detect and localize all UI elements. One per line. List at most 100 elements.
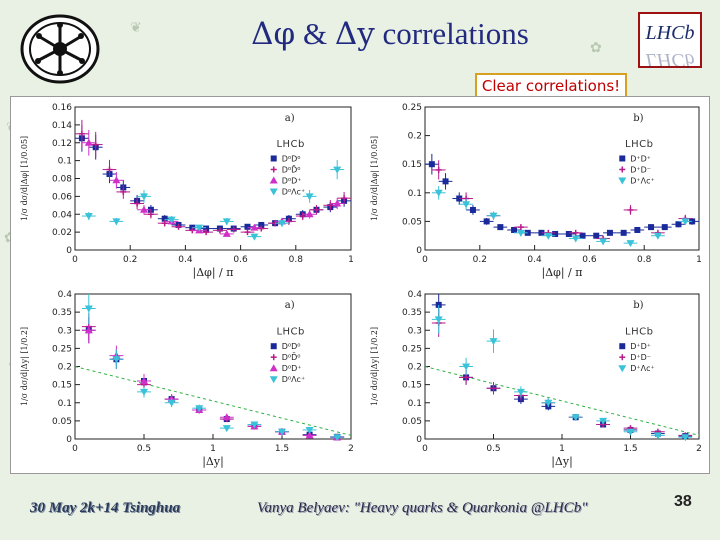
brand-label: LHCb <box>625 139 653 150</box>
y-tick-label: 0.3 <box>58 326 72 336</box>
y-tick-label: 0.05 <box>402 417 422 427</box>
y-tick-label: 0.35 <box>52 308 72 318</box>
x-axis-label: |Δy| <box>202 455 224 469</box>
x-tick-label: 2 <box>348 444 354 454</box>
legend-marker <box>270 155 277 162</box>
title-text: correlations <box>374 16 529 51</box>
y-tick-label: 0.15 <box>52 381 72 391</box>
series-triangle-down <box>81 159 345 241</box>
data-point <box>653 432 662 440</box>
data-point <box>244 229 251 236</box>
data-point <box>434 316 443 324</box>
data-point <box>462 363 471 371</box>
y-tick-label: 0.1 <box>408 189 422 199</box>
data-point <box>469 206 476 213</box>
legend-marker <box>618 177 627 185</box>
data-point <box>278 220 286 228</box>
data-point <box>517 224 524 231</box>
data-point <box>627 206 634 213</box>
data-point <box>497 224 504 231</box>
title-ampersand: & <box>295 16 335 51</box>
x-axis-label: |Δy| <box>551 455 573 469</box>
data-point <box>579 232 586 239</box>
data-point <box>648 224 655 231</box>
data-point <box>626 240 635 248</box>
x-axis-label: |Δφ| / π <box>193 266 234 280</box>
title-delta-y: Δy <box>334 16 375 52</box>
legend-label: D⁰Λc⁺ <box>282 375 305 384</box>
panel-tag: b) <box>633 113 643 124</box>
plots-container: 0 0.2 0.4 0.6 0.8 1 0 0.02 0.04 0.06 0.08 0.1 0.12 0.… <box>10 96 710 474</box>
panel-tag: b) <box>633 300 643 311</box>
y-axis-label: 1/σ dσ/d|Δφ| [1/0.05] <box>370 136 379 221</box>
footer-date: 30 May 2k+14 Tsinghua <box>30 500 181 516</box>
data-point <box>341 195 348 202</box>
x-tick-label: 0.2 <box>123 255 137 265</box>
x-tick-label: 1.5 <box>623 444 637 454</box>
legend-label: D⁰Λc⁺ <box>282 187 305 196</box>
data-point <box>489 212 498 220</box>
institute-emblem-logo <box>20 14 100 84</box>
legend-label: D⁺D⁻ <box>630 353 651 362</box>
data-point <box>222 413 231 421</box>
data-point <box>463 374 470 381</box>
data-point <box>175 223 182 230</box>
panel-a-delta-y: 0 0.5 1 1.5 2 0 0.05 0.1 0.15 0.2 0.25 0.3 0.35 0.4 |Δ… <box>20 290 354 469</box>
y-tick-label: 0 <box>66 435 72 445</box>
x-tick-label: 0 <box>422 444 428 454</box>
data-point <box>216 227 223 234</box>
data-point <box>140 205 148 213</box>
data-point <box>278 428 286 436</box>
data-point <box>195 405 204 413</box>
x-axis-label: |Δφ| / π <box>542 266 583 280</box>
y-tick-label: 0.05 <box>52 417 72 427</box>
data-point <box>84 138 93 146</box>
panel-tag: a) <box>285 113 295 124</box>
fit-line <box>424 366 700 436</box>
data-point <box>490 385 497 392</box>
data-point <box>140 377 148 384</box>
y-tick-label: 0.25 <box>52 344 72 354</box>
x-tick-label: 0.5 <box>137 444 151 454</box>
panel-a-delta-phi: 0 0.2 0.4 0.6 0.8 1 0 0.02 0.04 0.06 0.08 0.1 0.12 0.… <box>20 103 354 280</box>
data-point <box>572 229 579 236</box>
legend-marker <box>269 188 278 196</box>
y-tick-label: 0.16 <box>52 103 72 113</box>
data-point <box>250 233 259 241</box>
y-tick-label: 0.3 <box>408 326 422 336</box>
brand-label: LHCb <box>276 139 304 150</box>
legend-label: D⁰D̄⁰ <box>282 164 301 174</box>
data-point <box>544 399 553 407</box>
y-tick-label: 0.2 <box>58 363 72 373</box>
data-point <box>250 421 259 429</box>
data-point <box>626 428 635 436</box>
data-point <box>544 232 553 240</box>
data-point <box>516 229 525 237</box>
x-tick-label: 0.2 <box>473 255 487 265</box>
data-point <box>681 434 690 442</box>
y-axis-label: 1/σ dσ/d|Δφ| [1/0.05] <box>20 136 29 221</box>
y-axis-label: 1/σ dσ/d|Δy| [1/0.2] <box>20 327 29 406</box>
data-point <box>620 229 627 236</box>
data-point <box>571 414 580 422</box>
y-tick-label: 0.08 <box>52 175 72 185</box>
data-point <box>167 399 176 407</box>
y-tick-label: 0.1 <box>58 157 72 167</box>
legend-label: D⁰D̄⁰ <box>282 352 301 362</box>
y-tick-label: 0.1 <box>58 399 72 409</box>
data-point <box>147 211 154 218</box>
data-point <box>489 338 498 346</box>
y-tick-label: 0.02 <box>52 228 72 238</box>
y-tick-label: 0.15 <box>402 160 422 170</box>
data-point <box>230 226 237 233</box>
series-triangle-down <box>81 294 345 442</box>
legend-marker <box>270 166 277 173</box>
x-tick-label: 2 <box>696 444 702 454</box>
data-point <box>333 434 342 442</box>
data-point <box>442 178 449 185</box>
data-point <box>435 301 442 308</box>
data-point <box>434 189 443 197</box>
data-point <box>599 238 608 246</box>
x-tick-label: 0 <box>422 255 428 265</box>
y-tick-label: 0.1 <box>408 399 422 409</box>
